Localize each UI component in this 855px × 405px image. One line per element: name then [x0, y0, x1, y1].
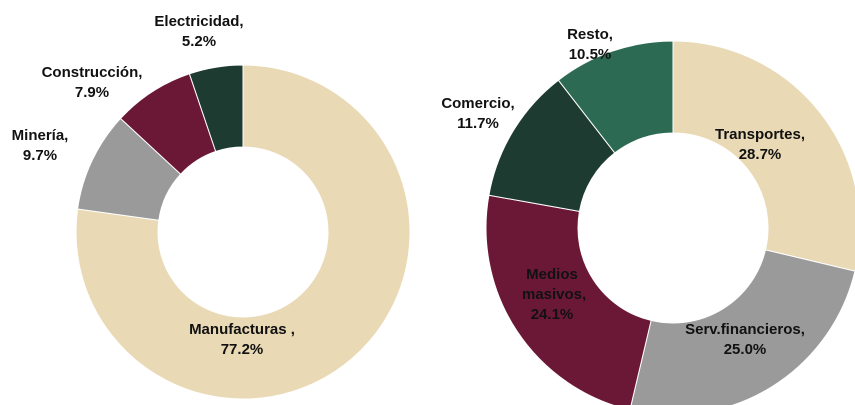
slice-label: Medios masivos, — [518, 266, 586, 303]
slice-value-label: 9.7% — [23, 147, 57, 164]
slice-label: Comercio, — [441, 95, 514, 112]
slice-value-label: 24.1% — [531, 306, 574, 323]
slice-label: Transportes, — [715, 126, 805, 143]
donut-slice — [485, 194, 652, 405]
slice-label: Serv.financieros, — [685, 321, 805, 338]
slice-label: Resto, — [567, 26, 613, 43]
slice-value-label: 10.5% — [569, 46, 612, 63]
slice-value-label: 25.0% — [724, 341, 767, 358]
slice-label: Manufacturas , — [189, 321, 295, 338]
slice-value-label: 7.9% — [75, 84, 109, 101]
slice-value-label: 5.2% — [182, 33, 216, 50]
donut-slice — [630, 249, 855, 405]
donut-slice — [672, 40, 855, 272]
donut-slice — [557, 40, 674, 154]
slice-value-label: 77.2% — [221, 341, 264, 358]
slice-label: Construcción, — [42, 64, 143, 81]
slice-value-label: 11.7% — [457, 115, 499, 132]
slice-value-label: 28.7% — [739, 146, 782, 163]
donut-slice — [75, 64, 411, 400]
donut-slice — [188, 64, 244, 153]
slice-label: Electricidad, — [154, 13, 243, 30]
slice-label: Minería, — [12, 127, 69, 144]
